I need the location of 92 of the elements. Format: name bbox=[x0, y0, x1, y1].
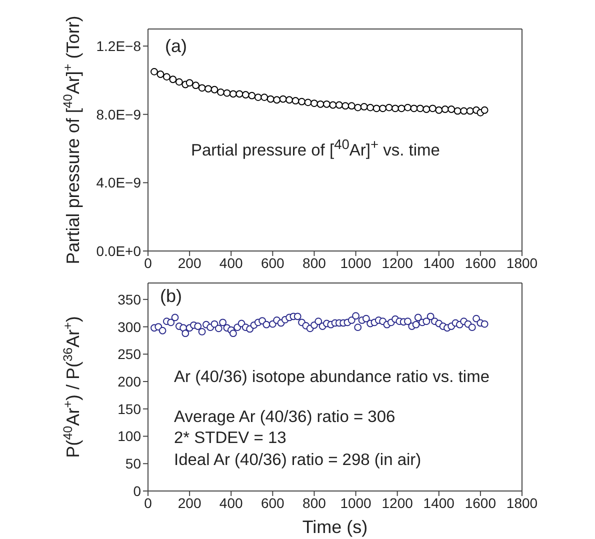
point bbox=[379, 104, 386, 112]
point bbox=[223, 89, 231, 97]
x-tick-label: 1400 bbox=[423, 494, 455, 511]
x-tick-label: 200 bbox=[178, 254, 202, 271]
y-tick-label: 300 bbox=[118, 318, 142, 335]
point bbox=[480, 106, 488, 114]
y-tick-label: 8.0E−9 bbox=[96, 106, 142, 122]
x-tick-label: 1200 bbox=[382, 254, 414, 271]
point bbox=[422, 106, 430, 113]
x-tick-label: 600 bbox=[260, 494, 285, 511]
y-tick-label: 1.2E−8 bbox=[96, 38, 142, 54]
x-tick-label: 1000 bbox=[340, 254, 372, 271]
point bbox=[335, 101, 343, 109]
point bbox=[322, 100, 330, 108]
point bbox=[163, 73, 170, 81]
x-tick-label: 1400 bbox=[423, 254, 455, 271]
annotation: (b) bbox=[160, 286, 182, 307]
point bbox=[342, 102, 350, 110]
point bbox=[217, 88, 224, 96]
point bbox=[410, 104, 418, 112]
y-tick-label: 100 bbox=[118, 428, 142, 444]
point bbox=[150, 68, 158, 76]
annotation: Partial pressure of [$^{40}$Ar]$^{+}$ vs. time bbox=[191, 137, 440, 160]
x-tick-label: 0 bbox=[144, 494, 152, 511]
point bbox=[242, 91, 250, 98]
y-tick-label: 250 bbox=[118, 346, 142, 362]
point bbox=[385, 104, 393, 112]
point bbox=[204, 85, 212, 92]
point bbox=[229, 90, 237, 98]
point bbox=[248, 92, 256, 100]
x-tick-label: 400 bbox=[219, 494, 244, 511]
x-axis-title: Time (s) bbox=[302, 517, 368, 537]
point bbox=[156, 70, 164, 78]
point bbox=[416, 104, 424, 112]
point bbox=[372, 104, 380, 112]
point bbox=[428, 104, 436, 112]
annotation: Ar (40/36) isotope abundance ratio vs. time bbox=[174, 368, 490, 387]
x-tick-label: 600 bbox=[260, 254, 285, 271]
x-tick-label: 400 bbox=[219, 254, 244, 271]
x-tick-label: 1200 bbox=[382, 494, 414, 511]
point bbox=[404, 104, 412, 112]
point bbox=[210, 86, 218, 94]
x-tick-label: 1600 bbox=[464, 494, 496, 511]
y-tick-label: 200 bbox=[118, 373, 142, 390]
x-tick-label: 1600 bbox=[464, 254, 496, 271]
point bbox=[466, 107, 474, 115]
point bbox=[316, 100, 324, 108]
x-tick-label: 200 bbox=[178, 494, 202, 511]
point bbox=[392, 104, 399, 112]
point bbox=[286, 96, 293, 104]
x-tick-label: 1000 bbox=[340, 494, 372, 511]
y-tick-label: 0.0E+0 bbox=[96, 242, 142, 259]
point bbox=[254, 94, 262, 102]
y-tick-label: 50 bbox=[125, 456, 142, 472]
x-tick-label: 800 bbox=[302, 254, 326, 271]
x-tick-label: 800 bbox=[302, 494, 326, 511]
y-tick-label: 0 bbox=[133, 482, 142, 499]
y-tick-label: 350 bbox=[118, 291, 142, 308]
point bbox=[398, 104, 406, 112]
point bbox=[348, 102, 356, 110]
point bbox=[192, 82, 200, 90]
point bbox=[186, 79, 194, 86]
annotation: Average Ar (40/36) ratio = 306 bbox=[174, 408, 396, 427]
point bbox=[454, 107, 462, 115]
point bbox=[236, 90, 244, 98]
x-tick-label: 1800 bbox=[506, 494, 538, 511]
y-tick-label: 4.0E−9 bbox=[96, 174, 142, 191]
point bbox=[279, 95, 287, 103]
point bbox=[435, 106, 443, 114]
point bbox=[441, 106, 449, 113]
x-tick-label: 1800 bbox=[506, 254, 538, 271]
point bbox=[175, 78, 183, 86]
point bbox=[329, 101, 337, 109]
point bbox=[366, 104, 374, 112]
point bbox=[169, 76, 177, 84]
point bbox=[304, 98, 312, 106]
point bbox=[260, 94, 268, 102]
point bbox=[354, 104, 362, 112]
annotation: Ideal Ar (40/36) ratio = 298 (in air) bbox=[174, 451, 422, 470]
point bbox=[266, 95, 274, 103]
point bbox=[310, 100, 318, 107]
annotation: 2* STDEV = 13 bbox=[174, 429, 286, 448]
point bbox=[460, 107, 468, 115]
y-tick-label: 150 bbox=[118, 400, 142, 417]
point bbox=[360, 103, 368, 110]
point bbox=[298, 98, 306, 106]
annotation: (a) bbox=[165, 36, 187, 57]
point bbox=[448, 106, 456, 113]
point bbox=[292, 97, 300, 104]
point bbox=[198, 84, 206, 92]
x-tick-label: 0 bbox=[144, 254, 152, 271]
point bbox=[273, 96, 281, 104]
